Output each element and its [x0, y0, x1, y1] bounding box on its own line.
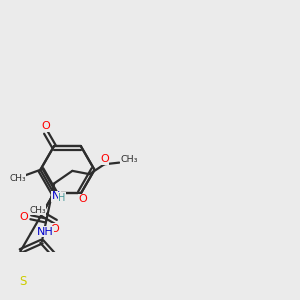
Text: CH₃: CH₃ [9, 174, 26, 183]
Text: CH₃: CH₃ [120, 155, 138, 164]
Text: O: O [51, 224, 59, 234]
Text: O: O [100, 154, 109, 164]
Text: O: O [42, 121, 50, 131]
Text: O: O [19, 212, 28, 222]
Text: H: H [58, 193, 66, 203]
Text: N: N [52, 191, 60, 201]
Text: NH: NH [37, 227, 53, 237]
Text: CH₃: CH₃ [29, 206, 46, 215]
Text: S: S [19, 275, 27, 288]
Text: O: O [78, 194, 87, 204]
